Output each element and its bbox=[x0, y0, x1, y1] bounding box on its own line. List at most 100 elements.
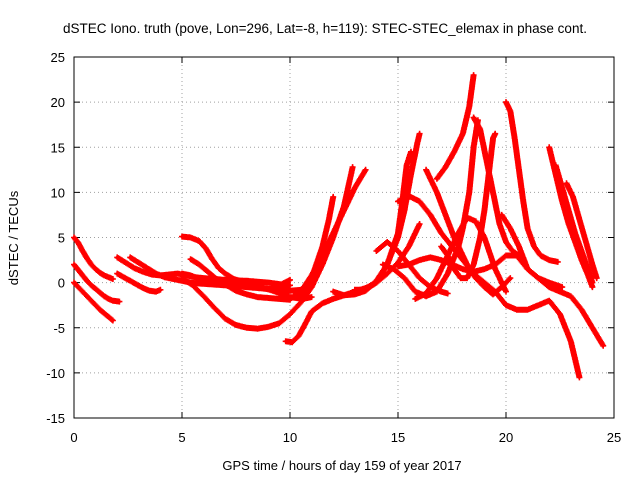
data-point bbox=[256, 295, 260, 299]
data-point bbox=[223, 278, 227, 282]
data-point bbox=[413, 297, 417, 301]
data-point bbox=[374, 249, 378, 253]
data-point bbox=[171, 277, 175, 281]
data-point bbox=[385, 272, 389, 276]
data-point bbox=[515, 308, 519, 312]
data-point bbox=[72, 263, 76, 267]
data-point bbox=[478, 127, 482, 131]
data-point bbox=[526, 267, 530, 271]
data-point bbox=[141, 270, 145, 274]
data-point bbox=[102, 311, 106, 315]
data-point bbox=[446, 272, 450, 276]
data-point bbox=[452, 236, 456, 239]
x-tick-label: 0 bbox=[70, 430, 77, 445]
data-point bbox=[560, 285, 564, 289]
data-point bbox=[493, 267, 497, 271]
data-point bbox=[76, 268, 80, 272]
data-point bbox=[590, 326, 594, 330]
data-point bbox=[435, 190, 439, 194]
data-point bbox=[418, 222, 422, 226]
y-tick-label: 10 bbox=[51, 185, 65, 200]
y-axis-label: dSTEC / TECUs bbox=[6, 190, 21, 285]
data-point bbox=[459, 276, 463, 280]
data-point bbox=[508, 276, 512, 280]
data-point bbox=[206, 270, 210, 274]
data-point bbox=[310, 276, 314, 280]
data-point bbox=[584, 240, 588, 244]
data-point bbox=[474, 276, 478, 280]
data-point bbox=[303, 322, 307, 326]
data-point bbox=[288, 289, 292, 293]
data-point bbox=[202, 294, 206, 298]
data-point bbox=[176, 272, 180, 276]
data-point bbox=[498, 222, 502, 226]
data-point bbox=[569, 294, 573, 298]
data-point bbox=[402, 276, 406, 280]
data-point bbox=[107, 297, 111, 301]
data-point bbox=[197, 239, 201, 243]
data-point bbox=[472, 73, 476, 77]
data-point bbox=[163, 275, 167, 279]
series-2 bbox=[71, 261, 123, 305]
data-point bbox=[85, 256, 89, 260]
x-tick-label: 15 bbox=[391, 430, 405, 445]
data-point bbox=[428, 213, 432, 217]
data-point bbox=[331, 231, 335, 235]
data-point bbox=[98, 308, 102, 312]
data-point bbox=[145, 266, 149, 270]
data-point bbox=[191, 283, 195, 287]
series-4 bbox=[114, 270, 164, 295]
data-point bbox=[385, 240, 389, 244]
data-point bbox=[284, 339, 288, 343]
data-point bbox=[115, 272, 119, 276]
data-point bbox=[288, 283, 292, 287]
data-point bbox=[299, 294, 303, 298]
data-point bbox=[392, 267, 396, 271]
data-point bbox=[407, 245, 411, 249]
data-point bbox=[189, 273, 193, 277]
data-point bbox=[418, 199, 422, 203]
data-point bbox=[180, 272, 184, 276]
x-tick-label: 5 bbox=[178, 430, 185, 445]
data-point bbox=[320, 301, 324, 305]
data-point bbox=[504, 240, 508, 244]
data-point bbox=[111, 299, 115, 303]
data-point bbox=[81, 290, 85, 294]
data-point bbox=[461, 267, 465, 271]
series-15 bbox=[351, 148, 414, 293]
data-point bbox=[290, 340, 294, 344]
data-point bbox=[234, 323, 238, 327]
data-point bbox=[310, 285, 314, 289]
data-point bbox=[504, 290, 508, 294]
data-point bbox=[580, 308, 584, 312]
data-point bbox=[517, 168, 521, 172]
y-tick-label: 5 bbox=[58, 231, 65, 246]
data-point bbox=[396, 199, 400, 203]
chart-title: dSTEC Iono. truth (pove, Lon=296, Lat=-8… bbox=[63, 21, 587, 36]
data-point bbox=[158, 288, 162, 292]
data-point bbox=[271, 289, 275, 293]
data-point bbox=[128, 279, 132, 283]
data-point bbox=[547, 299, 551, 303]
data-point bbox=[288, 297, 292, 301]
data-point bbox=[206, 279, 210, 283]
data-point bbox=[467, 105, 471, 109]
data-point bbox=[381, 263, 385, 267]
data-point bbox=[288, 278, 292, 282]
data-point bbox=[482, 208, 486, 212]
data-point bbox=[556, 260, 560, 264]
data-point bbox=[575, 366, 579, 370]
x-tick-label: 20 bbox=[499, 430, 513, 445]
data-point bbox=[197, 263, 201, 267]
data-point bbox=[76, 285, 80, 289]
data-point bbox=[407, 194, 411, 198]
data-point bbox=[536, 276, 540, 280]
series-9 bbox=[187, 256, 293, 303]
data-point bbox=[418, 276, 422, 280]
data-point bbox=[266, 281, 270, 285]
data-point bbox=[595, 276, 599, 280]
data-point bbox=[601, 344, 605, 348]
data-point bbox=[94, 287, 98, 291]
data-point bbox=[439, 258, 443, 262]
data-point bbox=[234, 289, 238, 293]
